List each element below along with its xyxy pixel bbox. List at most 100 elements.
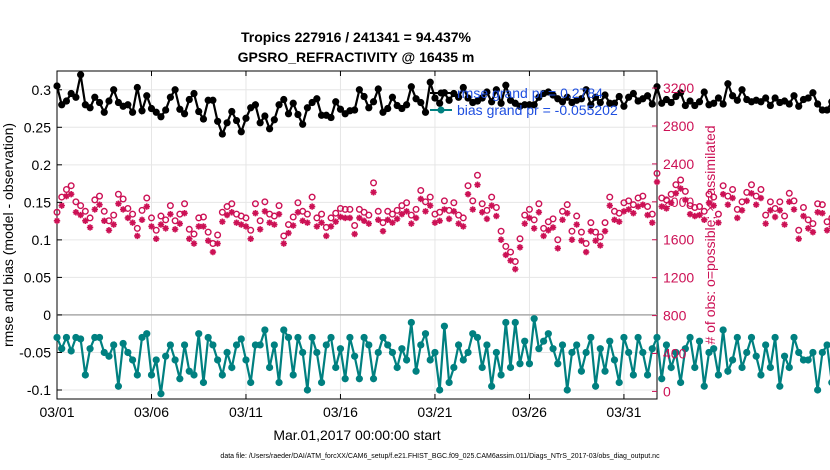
bias-point	[388, 348, 397, 357]
assimilated-point	[653, 178, 661, 186]
bias-point	[147, 371, 156, 379]
possible-point	[809, 220, 817, 228]
possible-point	[152, 226, 160, 234]
assimilated-point	[436, 217, 443, 224]
possible-point	[762, 211, 770, 219]
bias-point	[81, 371, 89, 379]
rmse-point	[478, 94, 486, 102]
rmse-point	[454, 93, 463, 101]
assimilated-point	[403, 208, 410, 215]
possible-point	[72, 198, 80, 206]
rmse-point	[615, 92, 623, 101]
bias-point	[677, 378, 685, 387]
assimilated-point	[719, 191, 727, 198]
rmse-point	[176, 105, 184, 113]
possible-point	[502, 242, 510, 250]
y-right-tick-label: 800	[663, 308, 687, 324]
assimilated-point	[502, 251, 510, 259]
series-layer	[53, 71, 830, 398]
bias-point	[747, 333, 756, 342]
bias-point	[62, 333, 71, 342]
rmse-point	[700, 88, 708, 96]
possible-point	[653, 169, 661, 177]
assimilated-point	[512, 265, 519, 273]
bias-point	[525, 360, 534, 368]
possible-point	[828, 214, 830, 221]
assimilated-point	[573, 221, 580, 228]
assimilated-point	[228, 209, 236, 216]
assimilated-point	[786, 198, 793, 206]
rmse-point	[351, 106, 359, 114]
possible-point	[799, 204, 807, 212]
rmse-point	[421, 108, 430, 116]
bias-point	[795, 348, 803, 357]
possible-point	[53, 208, 61, 216]
possible-point	[379, 219, 387, 227]
possible-point	[417, 186, 425, 194]
rmse-point	[162, 106, 170, 114]
assimilated-point	[639, 201, 647, 208]
possible-point	[473, 171, 481, 179]
assimilated-point	[427, 202, 434, 209]
possible-point	[719, 182, 727, 190]
possible-point	[242, 214, 250, 222]
bias-point	[124, 348, 132, 357]
bias-point	[162, 352, 170, 360]
assimilated-point	[105, 227, 113, 234]
rmse-point	[185, 95, 193, 104]
bias-point	[95, 333, 104, 342]
rmse-point	[483, 88, 491, 96]
bias-point	[289, 371, 297, 379]
possible-point	[218, 208, 226, 216]
bias-point	[686, 333, 694, 342]
rmse-point	[667, 98, 675, 107]
rmse-point	[620, 102, 628, 110]
bias-point	[695, 337, 704, 345]
rmse-point	[724, 80, 732, 88]
assimilated-point	[663, 205, 670, 212]
bias-point	[365, 341, 373, 349]
bias-point	[521, 337, 529, 345]
possible-point	[336, 204, 344, 212]
rmse-point	[596, 98, 604, 107]
possible-point	[388, 210, 396, 218]
bias-point	[558, 341, 567, 349]
rmse-point	[152, 108, 160, 116]
x-tick-label: 03/06	[134, 404, 169, 420]
assimilated-point	[91, 206, 98, 213]
bias-point	[516, 360, 524, 368]
series-assimilated	[53, 178, 830, 273]
rmse-point	[138, 107, 146, 115]
rmse-point	[62, 97, 71, 105]
bias-point	[450, 363, 458, 372]
assimilated-point	[323, 232, 330, 240]
rmse-point	[766, 101, 774, 110]
assimilated-point	[526, 214, 533, 222]
possible-point	[757, 185, 765, 193]
series-rmse	[53, 71, 830, 138]
rmse-point	[681, 101, 689, 110]
rmse-point	[809, 89, 817, 97]
possible-point	[639, 192, 647, 200]
bias-point	[662, 341, 671, 349]
y-right-tick-label: 0	[663, 383, 671, 399]
possible-point	[407, 211, 415, 219]
bias-point	[634, 333, 642, 342]
bias-point	[643, 371, 652, 379]
possible-point	[100, 207, 108, 215]
x-tick-label: 03/31	[606, 404, 641, 420]
rmse-point	[582, 86, 590, 94]
bias-point	[237, 335, 245, 343]
assimilated-point	[455, 220, 462, 227]
possible-point	[563, 201, 571, 209]
possible-point	[412, 205, 420, 213]
possible-point	[256, 217, 264, 225]
assimilated-point	[800, 212, 807, 220]
bias-point	[591, 382, 600, 390]
assimilated-point	[375, 216, 382, 224]
assimilated-point	[67, 191, 75, 198]
possible-point	[714, 210, 722, 218]
bias-point	[814, 386, 822, 394]
bias-point	[299, 348, 307, 357]
possible-point	[606, 193, 614, 201]
